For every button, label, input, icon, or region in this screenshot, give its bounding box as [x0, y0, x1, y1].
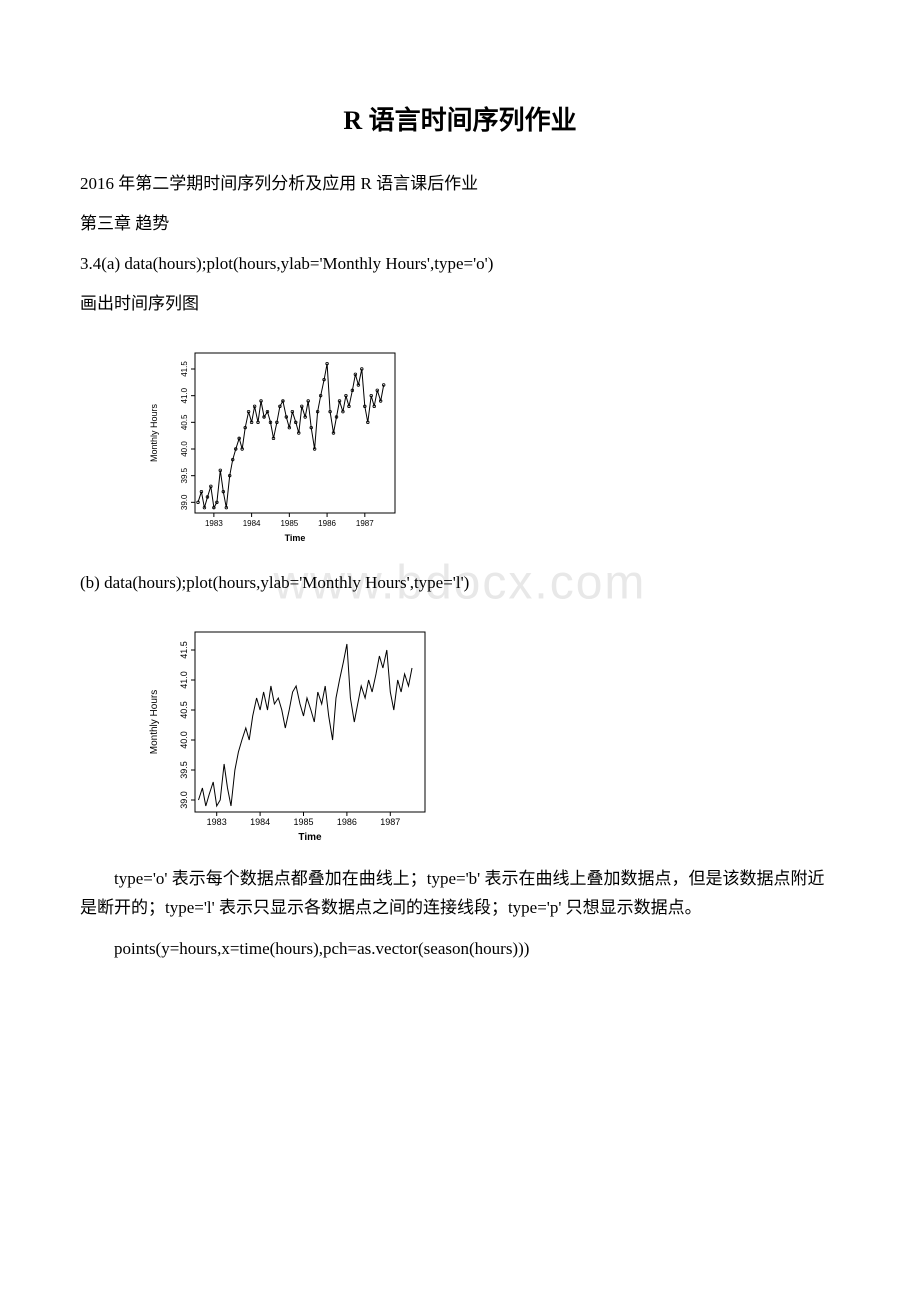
svg-text:1986: 1986 — [337, 817, 357, 827]
paragraph-2: points(y=hours,x=time(hours),pch=as.vect… — [80, 935, 840, 964]
paragraph-1: type='o' 表示每个数据点都叠加在曲线上；type='b' 表示在曲线上叠… — [80, 865, 840, 923]
svg-text:40.0: 40.0 — [180, 441, 189, 457]
time-series-chart-b: 1983 1984 1985 1986 1987 39.0 39.5 40.0 40.5 41.0… — [140, 620, 440, 845]
chart-a-container: 1983 1984 1985 1986 1987 39.0 39.5 40.0 40.5 41.0… — [140, 341, 840, 546]
svg-text:1984: 1984 — [250, 817, 270, 827]
svg-text:41.5: 41.5 — [179, 641, 189, 659]
svg-text:1984: 1984 — [243, 519, 261, 528]
svg-text:1983: 1983 — [205, 519, 223, 528]
svg-text:Time: Time — [285, 533, 306, 543]
svg-text:41.0: 41.0 — [180, 387, 189, 403]
svg-text:39.5: 39.5 — [179, 761, 189, 779]
svg-text:40.5: 40.5 — [179, 701, 189, 719]
document-page: R 语言时间序列作业 2016 年第二学期时间序列分析及应用 R 语言课后作业 … — [0, 0, 920, 1056]
svg-text:1987: 1987 — [356, 519, 374, 528]
svg-text:40.0: 40.0 — [179, 731, 189, 749]
time-series-chart-a: 1983 1984 1985 1986 1987 39.0 39.5 40.0 40.5 41.0… — [140, 341, 410, 546]
text-line-3: 3.4(a) data(hours);plot(hours,ylab='Mont… — [80, 247, 840, 281]
svg-text:41.0: 41.0 — [179, 671, 189, 689]
svg-text:1987: 1987 — [380, 817, 400, 827]
text-line-5: (b) data(hours);plot(hours,ylab='Monthly… — [80, 566, 840, 600]
svg-text:Monthly Hours: Monthly Hours — [149, 403, 159, 462]
line-with-watermark: www.bdocx.com (b) data(hours);plot(hours… — [80, 566, 840, 600]
text-line-2: 第三章 趋势 — [80, 207, 840, 241]
svg-text:Time: Time — [298, 832, 322, 843]
svg-text:Monthly Hours: Monthly Hours — [149, 690, 160, 754]
svg-text:39.5: 39.5 — [180, 467, 189, 483]
svg-text:39.0: 39.0 — [179, 791, 189, 809]
text-line-4: 画出时间序列图 — [80, 287, 840, 321]
svg-text:1986: 1986 — [318, 519, 336, 528]
chart-b-container: 1983 1984 1985 1986 1987 39.0 39.5 40.0 40.5 41.0… — [140, 620, 840, 845]
page-title: R 语言时间序列作业 — [80, 100, 840, 137]
svg-text:1985: 1985 — [293, 817, 313, 827]
svg-text:40.5: 40.5 — [180, 414, 189, 430]
text-line-1: 2016 年第二学期时间序列分析及应用 R 语言课后作业 — [80, 167, 840, 201]
svg-text:1983: 1983 — [207, 817, 227, 827]
svg-text:39.0: 39.0 — [180, 494, 189, 510]
svg-text:41.5: 41.5 — [180, 361, 189, 377]
svg-text:1985: 1985 — [280, 519, 298, 528]
